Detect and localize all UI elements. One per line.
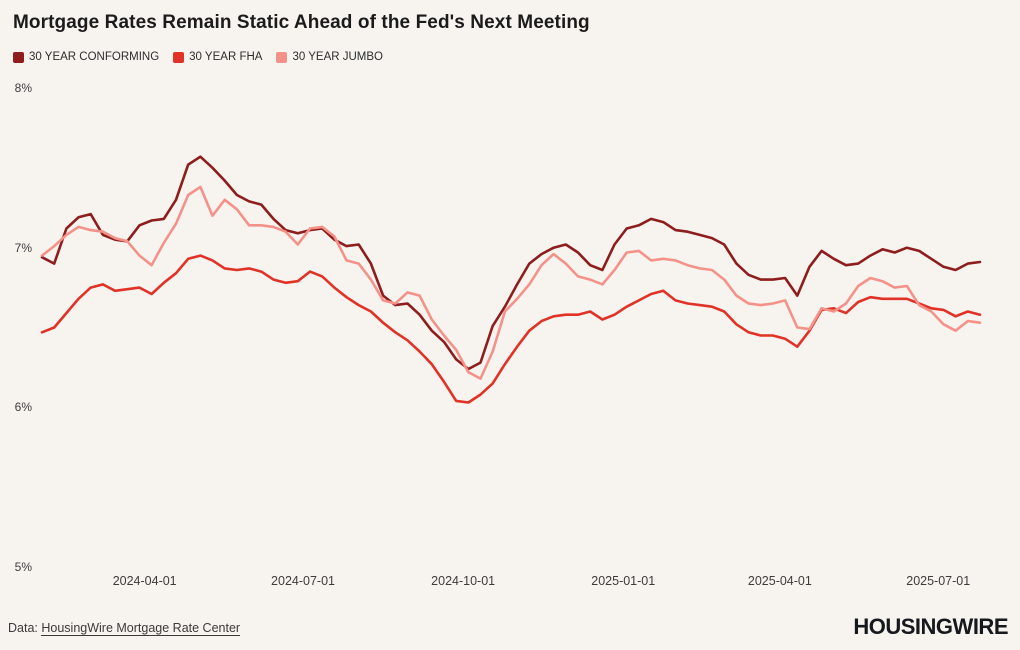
y-axis-label: 8%	[14, 81, 32, 95]
x-axis-label: 2025-04-01	[747, 574, 812, 588]
series-line-2	[40, 185, 982, 380]
data-source-prefix: Data:	[8, 621, 38, 635]
y-axis-label: 5%	[14, 560, 32, 574]
x-axis-label: 2025-07-01	[906, 574, 971, 588]
series-line-0	[40, 155, 982, 371]
legend-label-jumbo: 30 YEAR JUMBO	[292, 51, 383, 63]
jumbo-swatch-icon	[276, 51, 288, 63]
legend-item-conforming[interactable]: 30 YEAR CONFORMING	[13, 51, 159, 63]
legend-item-fha[interactable]: 30 YEAR FHA	[173, 51, 262, 63]
conforming-swatch-icon	[13, 51, 24, 63]
legend-item-jumbo[interactable]: 30 YEAR JUMBO	[276, 51, 383, 63]
fha-swatch-icon	[173, 51, 185, 63]
page-title: Mortgage Rates Remain Static Ahead of th…	[13, 12, 590, 33]
y-axis-label: 6%	[14, 400, 32, 415]
x-axis-label: 2024-07-01	[271, 574, 336, 588]
x-axis-label: 2024-10-01	[431, 574, 496, 588]
legend: 30 YEAR CONFORMING 30 YEAR FHA 30 YEAR J…	[13, 51, 383, 63]
data-source: Data: HousingWire Mortgage Rate Center	[8, 621, 241, 636]
legend-label-fha: 30 YEAR FHA	[189, 51, 263, 63]
series-line-1	[40, 254, 982, 404]
x-axis-label: 2025-01-01	[591, 574, 656, 588]
data-source-link[interactable]: HousingWire Mortgage Rate Center	[41, 621, 241, 636]
legend-label-conforming: 30 YEAR CONFORMING	[29, 51, 160, 63]
x-axis-label: 2024-04-01	[112, 574, 177, 588]
housingwire-logo: HOUSINGWIRE	[853, 614, 1008, 639]
y-axis-label: 7%	[14, 240, 32, 255]
